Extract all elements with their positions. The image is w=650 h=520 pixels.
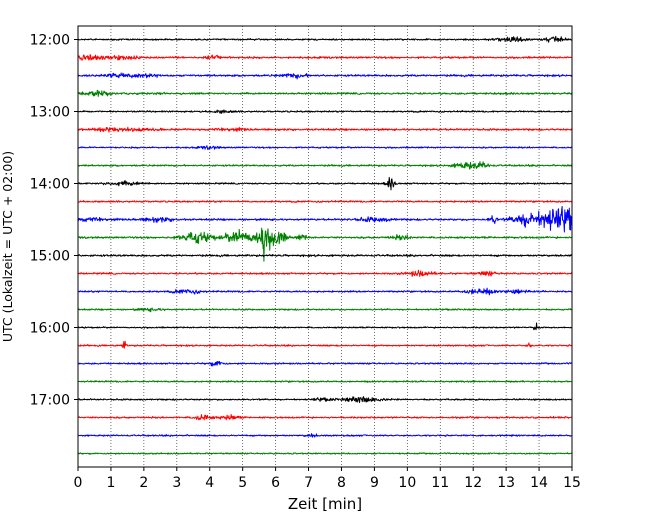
seismic-trace bbox=[77, 380, 573, 383]
seismic-trace bbox=[77, 340, 573, 349]
seismic-trace bbox=[77, 35, 573, 43]
seismic-trace bbox=[77, 109, 573, 115]
plot-area-frame bbox=[77, 25, 573, 468]
seismic-trace bbox=[77, 322, 573, 331]
seismic-trace bbox=[77, 396, 573, 404]
seismic-trace bbox=[77, 72, 573, 80]
x-tick-label: 13 bbox=[497, 475, 515, 491]
seismic-trace bbox=[77, 413, 573, 421]
seismic-trace bbox=[77, 253, 573, 258]
x-tick-label: 14 bbox=[530, 475, 548, 491]
x-tick-label: 7 bbox=[304, 475, 313, 491]
seismic-trace bbox=[77, 176, 573, 191]
seismic-trace bbox=[77, 161, 573, 170]
x-tick-label: 1 bbox=[106, 475, 115, 491]
x-tick-label: 6 bbox=[271, 475, 280, 491]
y-tick-label: 14:00 bbox=[30, 177, 70, 193]
seismic-trace bbox=[77, 433, 573, 438]
x-tick-label: 12 bbox=[464, 475, 482, 491]
x-axis-ticks: 0 1 2 3 4 5 6 7 8 9 10 11 12 13 14 15 bbox=[74, 467, 581, 491]
seismic-trace bbox=[77, 199, 573, 204]
seismic-trace bbox=[77, 227, 573, 262]
x-tick-label: 15 bbox=[563, 475, 581, 491]
x-tick-label: 3 bbox=[172, 475, 181, 491]
y-tick-label: 16:00 bbox=[30, 321, 70, 337]
seismic-trace bbox=[77, 89, 573, 97]
y-tick-label: 12:00 bbox=[30, 33, 70, 49]
seismic-trace bbox=[77, 307, 573, 313]
x-tick-label: 5 bbox=[238, 475, 247, 491]
x-tick-label: 4 bbox=[205, 475, 214, 491]
seismic-trace bbox=[77, 360, 573, 367]
seismic-trace bbox=[77, 145, 573, 150]
x-tick-label: 8 bbox=[337, 475, 346, 491]
y-tick-label: 13:00 bbox=[30, 105, 70, 121]
seismic-trace bbox=[77, 452, 573, 455]
y-tick-label: 17:00 bbox=[30, 393, 70, 409]
x-tick-label: 0 bbox=[74, 475, 83, 491]
trace-layer bbox=[77, 35, 573, 455]
y-axis-ticks: 12:00 13:00 14:00 15:00 16:00 17:00 bbox=[30, 33, 78, 409]
seismic-trace bbox=[77, 126, 573, 133]
y-axis-title: UTC (Lokalzeit = UTC + 02:00) bbox=[0, 151, 15, 342]
x-tick-label: 2 bbox=[139, 475, 148, 491]
x-tick-label: 9 bbox=[370, 475, 379, 491]
seismic-trace bbox=[77, 54, 573, 61]
y-tick-label: 15:00 bbox=[30, 249, 70, 265]
seismic-trace bbox=[77, 287, 573, 296]
seismic-trace bbox=[77, 205, 573, 233]
x-tick-label: 10 bbox=[398, 475, 416, 491]
x-tick-label: 11 bbox=[431, 475, 449, 491]
x-axis-title: Zeit [min] bbox=[288, 495, 362, 513]
seismic-trace bbox=[77, 269, 573, 277]
